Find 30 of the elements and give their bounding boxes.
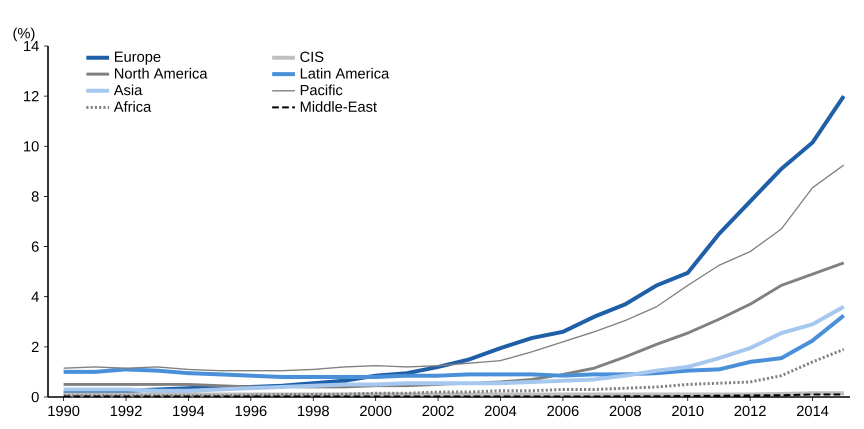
legend-label: Asia (114, 84, 142, 96)
y-tick-label: 12 (24, 91, 39, 102)
legend-label: Europe (114, 52, 160, 65)
x-tick-label: 2012 (734, 406, 766, 416)
y-tick-label: 2 (32, 342, 39, 352)
y-tick-label: 14 (24, 40, 39, 52)
x-tick-label: 2014 (796, 406, 828, 416)
x-tick-label: 1992 (110, 406, 142, 416)
y-tick-label: 4 (31, 292, 39, 302)
x-tick-label: 2008 (610, 406, 641, 416)
legend-label: Africa (114, 101, 152, 112)
y-tick-label: 6 (32, 241, 39, 252)
y-tick-label: 10 (24, 141, 39, 152)
legend-label: Latin America (300, 68, 390, 79)
legend-label: North America (114, 68, 208, 79)
x-tick-label: 2004 (484, 406, 516, 416)
x-tick-label: 2006 (547, 406, 579, 416)
y-tick-label: 0 (32, 392, 39, 402)
x-tick-label: 2010 (672, 406, 704, 416)
x-tick-label: 2002 (422, 406, 454, 416)
x-tick-label: 1996 (236, 406, 266, 416)
x-tick-label: 1994 (173, 406, 204, 416)
x-tick-label: 1998 (298, 406, 329, 416)
x-tick-label: 1990 (48, 406, 80, 416)
y-tick-label: 8 (32, 191, 39, 202)
legend-label: Middle-East (300, 101, 377, 112)
legend-label: Pacific (300, 84, 342, 96)
legend-label: CIS (300, 52, 324, 62)
x-tick-label: 2000 (360, 406, 392, 416)
y-axis-title: (%) (13, 28, 34, 42)
